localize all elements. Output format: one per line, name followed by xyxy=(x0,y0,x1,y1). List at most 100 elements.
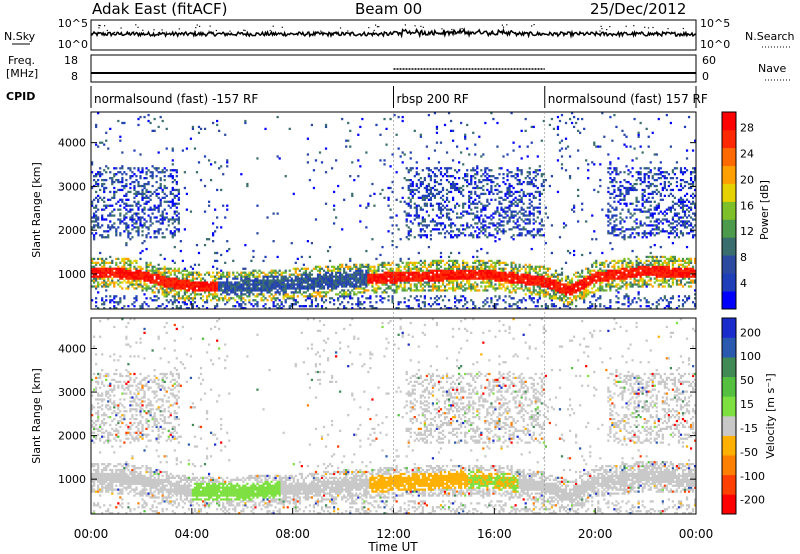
heatmap-cell xyxy=(197,285,201,288)
heatmap-cell xyxy=(585,293,588,296)
heatmap-cell xyxy=(212,240,215,243)
heatmap-cell xyxy=(494,271,497,274)
nsearch-point xyxy=(606,29,608,31)
heatmap-cell xyxy=(542,279,545,282)
heatmap-cell xyxy=(121,200,124,203)
heatmap-cell xyxy=(125,261,128,264)
heatmap-cell xyxy=(232,289,235,292)
heatmap-cell xyxy=(349,293,352,296)
heatmap-cell xyxy=(520,279,523,282)
heatmap-cell xyxy=(145,200,148,203)
heatmap-cell xyxy=(220,277,223,280)
heatmap-cell xyxy=(409,287,412,290)
heatmap-cell xyxy=(395,291,398,294)
heatmap-cell xyxy=(516,173,519,176)
heatmap-cell xyxy=(274,275,277,278)
heatmap-cell xyxy=(339,281,342,284)
heatmap-cell xyxy=(423,281,426,284)
heatmap-cell xyxy=(171,307,174,310)
heatmap-cell xyxy=(520,173,523,176)
heatmap-cell xyxy=(435,261,439,264)
heatmap-cell xyxy=(407,238,410,241)
heatmap-cell xyxy=(399,301,402,304)
heatmap-cell xyxy=(550,297,554,300)
heatmap-cell xyxy=(367,267,370,270)
heatmap-cell xyxy=(224,261,227,264)
heatmap-cell xyxy=(550,281,554,284)
heatmap-cell xyxy=(486,297,489,300)
heatmap-cell xyxy=(451,198,455,201)
heatmap-cell xyxy=(131,204,134,207)
heatmap-cell xyxy=(429,277,433,280)
heatmap-cell xyxy=(280,303,283,306)
heatmap-cell xyxy=(480,281,483,284)
heatmap-cell xyxy=(105,139,108,142)
heatmap-cell xyxy=(458,299,461,302)
heatmap-cell xyxy=(484,167,487,170)
heatmap-cell xyxy=(254,277,257,280)
heatmap-cell xyxy=(383,297,386,300)
heatmap-cell xyxy=(345,271,348,274)
heatmap-cell xyxy=(149,261,152,264)
heatmap-cell xyxy=(474,269,477,272)
heatmap-cell xyxy=(103,285,106,288)
heatmap-cell xyxy=(445,269,449,272)
heatmap-cell xyxy=(486,188,489,192)
heatmap-cell xyxy=(151,173,154,176)
nsearch-point xyxy=(404,24,406,26)
heatmap-cell xyxy=(403,265,406,268)
heatmap-cell xyxy=(353,285,356,288)
heatmap-cell xyxy=(456,299,459,302)
nsearch-point xyxy=(111,33,113,35)
heatmap-cell xyxy=(492,175,495,178)
heatmap-cell xyxy=(484,277,487,280)
heatmap-cell xyxy=(296,277,299,280)
heatmap-cell xyxy=(431,271,435,274)
heatmap-cell xyxy=(280,277,283,280)
heatmap-cell xyxy=(153,129,156,132)
heatmap-cell xyxy=(355,267,358,270)
heatmap-cell xyxy=(526,279,529,282)
heatmap-cell xyxy=(496,222,499,225)
heatmap-cell xyxy=(506,281,509,284)
heatmap-cell xyxy=(506,153,509,156)
heatmap-cell xyxy=(155,271,158,274)
heatmap-cell xyxy=(546,277,549,280)
heatmap-cell xyxy=(478,261,481,264)
heatmap-cell xyxy=(139,267,142,270)
heatmap-cell xyxy=(460,224,463,227)
heatmap-cell xyxy=(456,171,459,174)
heatmap-cell xyxy=(129,238,132,241)
heatmap-cell xyxy=(115,307,118,310)
nsearch-point xyxy=(339,27,342,29)
heatmap-cell xyxy=(226,271,229,274)
heatmap-cell xyxy=(93,234,96,237)
heatmap-cell xyxy=(177,196,180,199)
heatmap-cell xyxy=(540,265,543,268)
heatmap-cell xyxy=(371,277,374,280)
heatmap-cell xyxy=(530,299,533,302)
heatmap-cell xyxy=(427,173,430,176)
heatmap-cell xyxy=(343,279,346,282)
heatmap-cell xyxy=(294,277,297,280)
heatmap-cell xyxy=(419,196,422,199)
heatmap-cell xyxy=(470,212,473,215)
heatmap-cell xyxy=(345,275,348,278)
heatmap-cell xyxy=(183,301,186,304)
heatmap-cell xyxy=(97,271,100,274)
heatmap-cell xyxy=(177,291,180,294)
heatmap-cell xyxy=(468,196,471,199)
heatmap-cell xyxy=(566,287,570,290)
heatmap-cell xyxy=(131,214,134,217)
heatmap-cell xyxy=(480,222,483,225)
heatmap-cell xyxy=(391,279,394,282)
heatmap-cell xyxy=(361,273,364,276)
heatmap-cell xyxy=(365,285,368,288)
heatmap-cell xyxy=(365,263,368,266)
heatmap-cell xyxy=(583,291,586,294)
heatmap-cell xyxy=(256,275,259,278)
heatmap-cell xyxy=(125,178,128,182)
heatmap-cell xyxy=(296,257,299,261)
heatmap-cell xyxy=(534,220,537,223)
heatmap-cell xyxy=(207,238,211,241)
